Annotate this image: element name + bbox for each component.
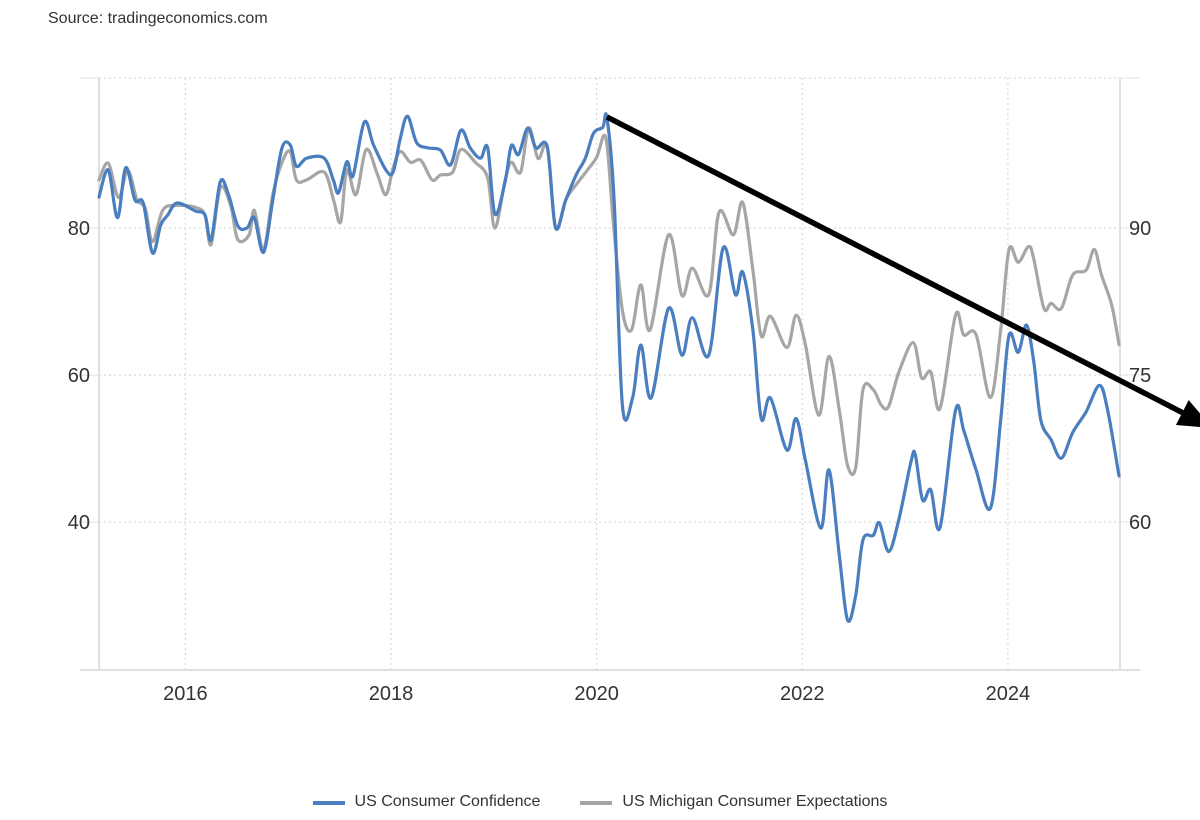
legend: US Consumer Confidence US Michigan Consu… (0, 793, 1200, 811)
y-tick-label-right: 60 (1129, 512, 1151, 534)
x-tick-label: 2016 (163, 683, 208, 705)
legend-swatch-michigan-expectations (580, 800, 613, 805)
source-note: Source: tradingeconomics.com (48, 10, 268, 27)
legend-item-michigan-expectations[interactable]: US Michigan Consumer Expectations (580, 793, 887, 811)
y-tick-label-left: 40 (68, 512, 90, 534)
tick-labels: 40 60 80 60 75 90 2016 2018 2020 2022 2024 (68, 218, 1152, 705)
legend-label: US Michigan Consumer Expectations (622, 793, 888, 810)
x-tick-label: 2022 (780, 683, 825, 705)
trend-arrow-line (605, 114, 1184, 415)
y-tick-label-right: 90 (1129, 218, 1151, 240)
x-tick-label: 2018 (369, 683, 414, 705)
series-line-consumer-confidence (97, 112, 1121, 623)
legend-item-consumer-confidence[interactable]: US Consumer Confidence (312, 793, 541, 811)
x-tick-label: 2024 (986, 683, 1031, 705)
legend-swatch-consumer-confidence (312, 800, 345, 805)
y-tick-label-left: 80 (68, 218, 90, 240)
annotation-layer (605, 114, 1200, 428)
legend-label: US Consumer Confidence (354, 793, 541, 810)
trend-arrow-head (1175, 400, 1200, 428)
series-layer (97, 112, 1121, 623)
grid (99, 77, 1120, 670)
x-tick-label: 2020 (574, 683, 619, 705)
y-tick-label-left: 60 (68, 365, 90, 387)
y-tick-label-right: 75 (1129, 365, 1151, 387)
